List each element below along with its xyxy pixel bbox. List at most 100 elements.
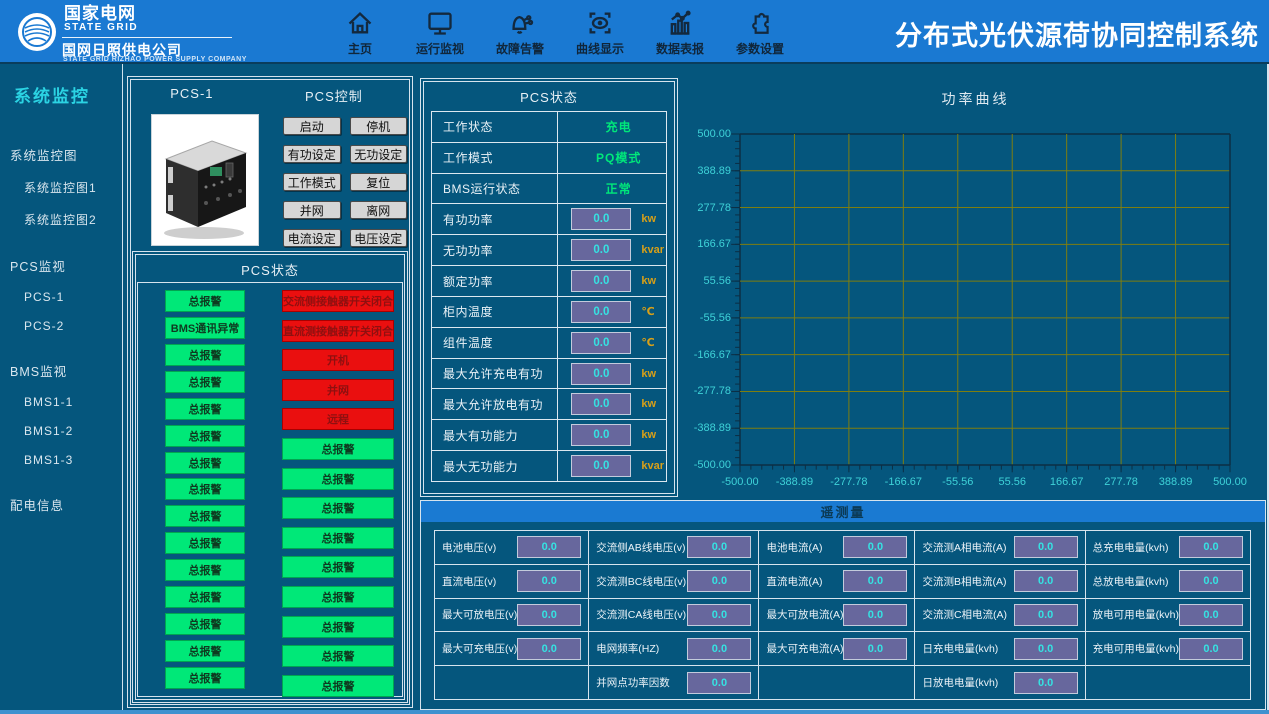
pcs-control-button[interactable]: 复位 [349,173,407,191]
status-row: 最大允许充电有功 0.0 kw [432,357,666,389]
alarm-grid: 总报警 BMS通讯异常 总报警 总报警 总报警 总报警 总报警 总报警 总报警 总报警 总报警 总报警… [137,282,403,697]
telemetry-value-box: 0.0 [687,603,752,626]
telemetry-value-box: 0.0 [687,671,752,694]
status-value-cell: 0.0 kw [558,420,666,450]
status-value-box: 0.0 [571,270,632,293]
status-value-cell: 0.0 kw [558,204,666,234]
sidebar-item[interactable]: 系统监控图1 [24,181,97,195]
sidebar-item[interactable]: 系统监控图2 [24,213,97,227]
sidebar-item[interactable]: BMS1-1 [24,395,74,409]
pcs-control-button[interactable]: 有功设定 [283,145,341,163]
telemetry-label: 并网点功率因数 [596,677,670,690]
alarm-indicator: 总报警 [165,505,245,528]
sidebar-item[interactable]: BMS1-2 [24,424,74,438]
nav-item-report[interactable]: 数据表报 [640,5,720,57]
sidebar-item[interactable]: BMS1-3 [24,453,74,467]
telemetry-value-box: 0.0 [517,603,582,626]
alarm-indicator: 总报警 [165,343,245,366]
pcs-control-grid: 启动 停机 有功设定 无功设定 工作模式 复位 并网 离网 电流设定 电压设定 [283,117,407,247]
telemetry-label: 总放电电量(kvh) [1092,575,1169,588]
sidebar-item[interactable]: BMS监视 [10,365,68,379]
status-value-box: 0.0 [571,331,632,354]
power-curve-chart: 功率曲线 500.00 388.89 277.78 166.67 55.56 -55.56… [685,75,1266,497]
telemetry-panel: 遥测量 电池电压(v) 0.0 直流电压(v) 0.0 最大可放电压(v) 0.0 最大可充… [420,500,1266,710]
telemetry-table: 电池电压(v) 0.0 直流电压(v) 0.0 最大可放电压(v) 0.0 最大可充电压(v… [434,530,1251,700]
telemetry-label: 直流电流(A) [766,575,823,588]
nav-item-home[interactable]: 主页 [320,5,400,57]
telemetry-label: 交流侧AB线电压(v) [596,541,686,554]
status-value-box: 0.0 [571,455,632,478]
sidebar-item[interactable]: PCS-2 [24,319,65,333]
sidebar-item[interactable]: 系统监控图 [10,149,78,163]
telemetry-label: 交流测A相电流(A) [922,541,1007,554]
pcs-control-button[interactable]: 离网 [349,201,407,219]
telemetry-column: 电池电压(v) 0.0 直流电压(v) 0.0 最大可放电压(v) 0.0 最大可充电压(v… [435,531,589,699]
puzzle-icon [747,5,773,37]
pcs-control-button[interactable]: 电流设定 [283,229,341,247]
x-axis-tick-label: -388.89 [775,476,814,488]
y-axis-tick-label: -55.56 [699,311,731,324]
telemetry-cell [435,665,589,699]
telemetry-label: 最大可充电压(v) [442,643,518,656]
alarm-indicator: 开机 [282,349,394,372]
status-label: 最大允许充电有功 [432,358,559,389]
telemetry-cell: 日充电电量(kvh) 0.0 [915,631,1085,665]
status-value-box: 0.0 [571,362,632,385]
sidebar-item[interactable]: 配电信息 [10,499,65,513]
telemetry-cell: 交流测B相电流(A) 0.0 [915,563,1085,598]
telemetry-cell: 电网频率(HZ) 0.0 [589,631,759,665]
status-row: 最大有功能力 0.0 kw [432,419,666,451]
pcs-status-subpanel: PCS状态 总报警 BMS通讯异常 总报警 总报警 总报警 总报警 总报警 总报警 总报警 总报警… [132,251,408,703]
pcs-control-button[interactable]: 无功设定 [349,145,407,163]
chart-grid [740,134,1230,465]
brand-divider [62,37,232,38]
status-unit: kvar [641,460,664,473]
nav-item-curve[interactable]: 曲线显示 [560,5,640,57]
alarm-indicator: 总报警 [282,497,394,520]
y-axis-tick-label: -166.67 [693,348,731,361]
y-axis-tick-label: 277.78 [697,201,731,214]
telemetry-column: 交流侧AB线电压(v) 0.0 交流测BC线电压(v) 0.0 交流测CA线电压(v) 0… [588,531,759,699]
status-row: 柜内温度 0.0 ℃ [432,295,666,327]
sidebar-item[interactable]: PCS监视 [10,260,66,274]
nav-item-label: 主页 [347,42,372,56]
status-row: 组件温度 0.0 ℃ [432,326,666,358]
pcs-status-title: PCS状态 [241,263,299,278]
pcs-control-button[interactable]: 停机 [349,117,407,135]
alarm-indicator: 总报警 [165,451,245,474]
telemetry-value-box: 0.0 [1013,536,1078,559]
home-icon [346,5,374,37]
status-value-text: 正常 [605,182,632,197]
telemetry-value-box: 0.0 [1013,637,1078,660]
alarm-indicator: 总报警 [282,467,394,490]
status-label: 柜内温度 [432,296,559,327]
status-value-cell: 0.0 ℃ [558,328,666,358]
x-axis-labels: -500.00 -388.89 -277.78 -166.67 -55.56 55.56 1… [721,471,1246,488]
status-label: 有功功率 [432,204,559,235]
nav-item-monitor[interactable]: 运行监视 [400,5,480,57]
y-axis-tick-label: 500.00 [697,128,731,140]
pcs-control-button[interactable]: 电压设定 [349,229,407,247]
status-unit: kw [641,367,657,380]
status-value-box: 0.0 [571,300,632,323]
telemetry-column: 交流测A相电流(A) 0.0 交流测B相电流(A) 0.0 交流测C相电流(A) 0.0 日… [914,531,1085,699]
status-row: 无功功率 0.0 kvar [432,234,666,266]
nav-item-alarm[interactable]: 故障告警 [480,5,560,57]
status-unit: kvar [641,244,664,257]
status-label: 工作模式 [432,142,559,173]
telemetry-label: 交流测CA线电压(v) [596,609,687,622]
alarm-indicator: 并网 [282,378,394,401]
pcs-control-button[interactable]: 工作模式 [283,173,341,191]
telemetry-label: 交流测BC线电压(v) [596,575,687,588]
status-unit: kw [641,398,657,411]
telemetry-label: 充电可用电量(kvh) [1092,643,1179,656]
alarm-indicator: 总报警 [282,585,394,608]
sidebar-item[interactable]: PCS-1 [24,290,65,304]
alarm-column-left: 总报警 BMS通讯异常 总报警 总报警 总报警 总报警 总报警 总报警 总报警 总报警 总报警 总报警… [165,290,245,689]
telemetry-cell: 日放电电量(kvh) 0.0 [915,665,1085,699]
pcs-control-button[interactable]: 并网 [283,201,341,219]
telemetry-label: 电网频率(HZ) [596,643,660,656]
nav-item-settings[interactable]: 参数设置 [720,5,800,57]
pcs-control-button[interactable]: 启动 [283,117,341,135]
